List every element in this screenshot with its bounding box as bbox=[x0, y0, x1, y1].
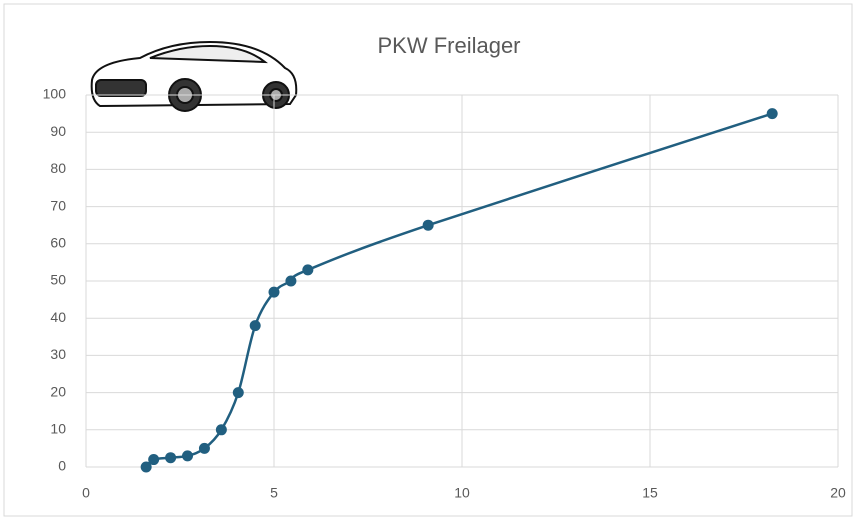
x-tick-label: 15 bbox=[642, 485, 658, 501]
y-tick-label: 40 bbox=[50, 309, 66, 325]
y-tick-label: 20 bbox=[50, 383, 66, 399]
y-tick-label: 10 bbox=[50, 421, 66, 437]
data-point bbox=[198, 442, 210, 454]
data-point bbox=[215, 424, 227, 436]
data-point bbox=[148, 454, 160, 466]
y-tick-label: 80 bbox=[50, 160, 66, 176]
data-point bbox=[422, 219, 434, 231]
data-point bbox=[268, 286, 280, 298]
x-tick-label: 20 bbox=[830, 485, 846, 501]
data-point bbox=[249, 320, 261, 332]
y-tick-label: 60 bbox=[50, 235, 66, 251]
y-tick-label: 0 bbox=[58, 458, 66, 474]
data-point bbox=[165, 452, 177, 464]
car-illustration bbox=[90, 40, 298, 112]
y-tick-label: 100 bbox=[43, 86, 67, 102]
y-tick-label: 90 bbox=[50, 123, 66, 139]
data-point bbox=[285, 275, 297, 287]
data-point bbox=[302, 264, 314, 276]
x-tick-label: 10 bbox=[454, 485, 470, 501]
data-point bbox=[766, 108, 778, 120]
x-tick-label: 0 bbox=[82, 485, 90, 501]
chart-title: PKW Freilager bbox=[377, 33, 520, 58]
y-tick-label: 50 bbox=[50, 272, 66, 288]
data-point bbox=[232, 387, 244, 399]
y-tick-label: 30 bbox=[50, 346, 66, 362]
data-point bbox=[182, 450, 194, 462]
y-tick-label: 70 bbox=[50, 197, 66, 213]
x-tick-label: 5 bbox=[270, 485, 278, 501]
data-point bbox=[140, 461, 152, 473]
